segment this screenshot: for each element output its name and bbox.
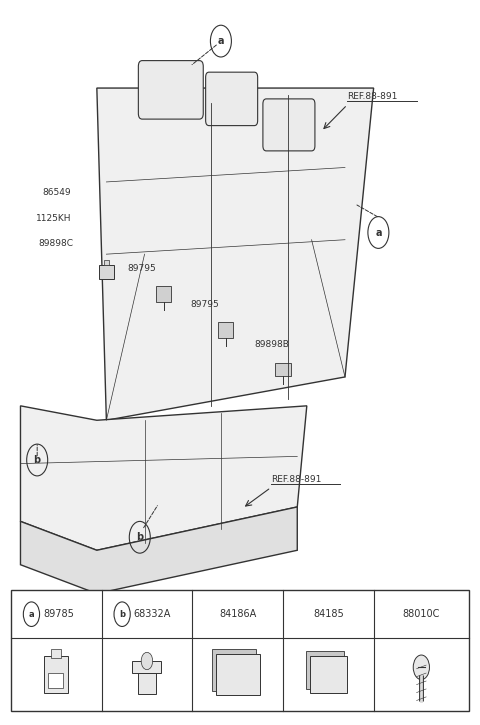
Text: 88010C: 88010C	[403, 609, 440, 619]
Polygon shape	[21, 507, 297, 594]
Bar	[99, 265, 114, 279]
Bar	[104, 260, 109, 265]
Bar	[156, 286, 171, 302]
Bar	[44, 655, 68, 693]
FancyBboxPatch shape	[263, 99, 315, 151]
Text: 86549: 86549	[42, 188, 71, 197]
Polygon shape	[97, 88, 373, 420]
Bar	[48, 674, 63, 687]
Text: 89785: 89785	[43, 609, 74, 619]
Text: a: a	[217, 36, 224, 46]
Text: 68332A: 68332A	[133, 609, 171, 619]
FancyBboxPatch shape	[138, 61, 203, 119]
Bar	[216, 653, 260, 695]
Bar	[132, 661, 161, 673]
Text: 89898B: 89898B	[254, 340, 289, 349]
Text: 84185: 84185	[313, 609, 344, 619]
Text: b: b	[34, 455, 41, 465]
Text: 89898C: 89898C	[38, 239, 73, 248]
Text: REF.88-891: REF.88-891	[271, 475, 322, 484]
Bar	[218, 322, 233, 338]
Text: b: b	[119, 610, 125, 618]
Bar	[275, 363, 291, 376]
FancyBboxPatch shape	[205, 72, 258, 125]
Text: 89795: 89795	[190, 300, 219, 310]
Circle shape	[413, 655, 430, 679]
Text: a: a	[29, 610, 34, 618]
Bar	[310, 655, 347, 693]
Bar	[138, 673, 156, 695]
Bar	[51, 648, 61, 658]
Text: b: b	[136, 532, 144, 542]
Text: 1125KH: 1125KH	[36, 214, 71, 223]
Text: REF.88-891: REF.88-891	[348, 92, 398, 101]
Circle shape	[141, 652, 153, 670]
Polygon shape	[21, 406, 307, 550]
Text: a: a	[375, 228, 382, 238]
Bar	[11, 590, 469, 710]
Text: 89795: 89795	[128, 264, 156, 273]
Text: 84186A: 84186A	[219, 609, 256, 619]
Bar	[212, 649, 256, 691]
Bar	[306, 651, 344, 689]
